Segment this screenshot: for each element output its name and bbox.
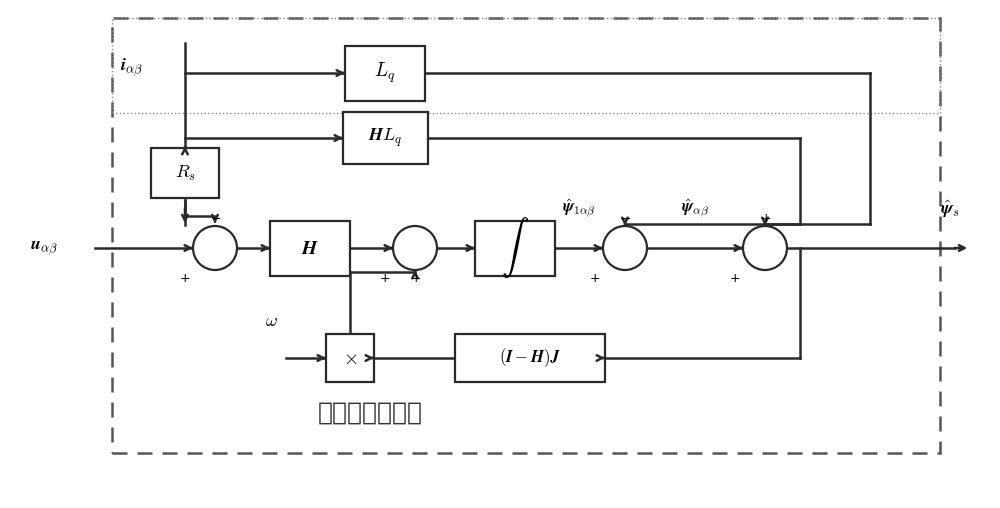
Circle shape xyxy=(193,226,237,270)
Bar xyxy=(112,18,940,453)
Circle shape xyxy=(393,226,437,270)
Text: $\omega$: $\omega$ xyxy=(265,312,277,330)
Text: $+$: $+$ xyxy=(179,272,190,285)
Text: $\boldsymbol{u}_{\alpha\beta}$: $\boldsymbol{u}_{\alpha\beta}$ xyxy=(30,238,58,258)
Bar xyxy=(270,220,350,275)
Bar xyxy=(326,334,374,382)
Bar xyxy=(345,46,425,101)
Text: $(\boldsymbol{I}-\boldsymbol{H})\boldsymbol{J}$: $(\boldsymbol{I}-\boldsymbol{H})\boldsym… xyxy=(499,346,561,369)
Text: $\boldsymbol{H}$: $\boldsymbol{H}$ xyxy=(301,238,319,258)
Text: $\int$: $\int$ xyxy=(501,215,529,280)
Text: $\boldsymbol{i}_{\alpha\beta}$: $\boldsymbol{i}_{\alpha\beta}$ xyxy=(120,57,143,79)
Text: $\times$: $\times$ xyxy=(343,348,357,367)
Text: $-$: $-$ xyxy=(620,212,632,225)
Bar xyxy=(342,112,428,164)
Text: $+$: $+$ xyxy=(410,272,422,285)
Text: $-$: $-$ xyxy=(210,212,222,225)
Text: $R_s$: $R_s$ xyxy=(175,164,195,182)
Text: $+$: $+$ xyxy=(729,272,740,285)
Bar xyxy=(151,148,219,198)
Text: $\hat{\boldsymbol{\psi}}_{1\alpha\beta}$: $\hat{\boldsymbol{\psi}}_{1\alpha\beta}$ xyxy=(562,198,596,220)
Text: 扩展磁链观测器: 扩展磁链观测器 xyxy=(318,401,422,425)
Circle shape xyxy=(743,226,787,270)
Circle shape xyxy=(603,226,647,270)
Text: $+$: $+$ xyxy=(379,272,390,285)
Text: $+$: $+$ xyxy=(760,212,772,225)
Bar xyxy=(475,220,555,275)
Text: $\hat{\boldsymbol{\psi}}_{\alpha\beta}$: $\hat{\boldsymbol{\psi}}_{\alpha\beta}$ xyxy=(681,198,709,220)
Text: $L_q$: $L_q$ xyxy=(374,61,396,85)
Text: $\boldsymbol{H}L_q$: $\boldsymbol{H}L_q$ xyxy=(368,127,402,149)
Text: $\hat{\boldsymbol{\psi}}_s$: $\hat{\boldsymbol{\psi}}_s$ xyxy=(940,199,960,220)
Text: $+$: $+$ xyxy=(589,272,600,285)
Bar xyxy=(455,334,605,382)
Bar xyxy=(112,18,940,113)
